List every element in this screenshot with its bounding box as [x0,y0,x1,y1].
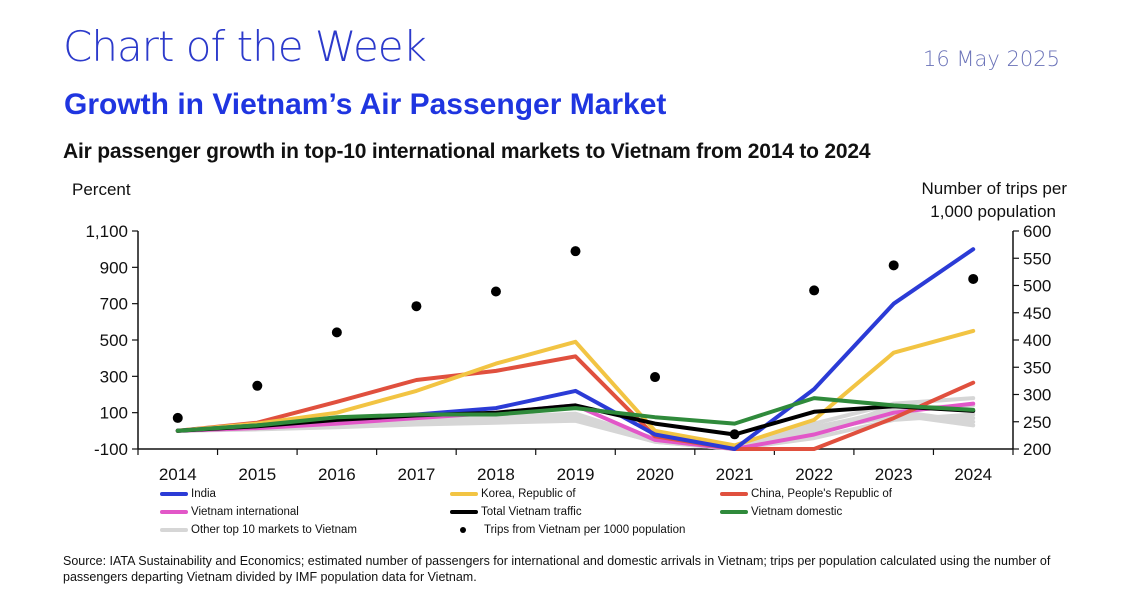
y-tick-label: 500 [100,331,128,350]
legend-line-swatch [160,492,188,496]
x-tick-label: 2022 [795,465,833,484]
x-tick-label: 2020 [636,465,674,484]
series-line-total [175,403,976,437]
legend-line-swatch [720,492,748,496]
legend: India Korea, Republic of China, People's R… [160,488,980,544]
x-tick-label: 2016 [318,465,356,484]
x-tick-label: 2018 [477,465,515,484]
chart-title: Air passenger growth in top-10 internati… [63,140,871,163]
legend-label: Korea, Republic of [481,488,576,500]
legend-item-china: China, People's Republic of [720,488,892,500]
series-line-china [175,354,976,451]
x-tick-label: 2017 [397,465,435,484]
headline: Growth in Vietnam’s Air Passenger Market [64,88,667,121]
x-tick-label: 2021 [716,465,754,484]
trips-dot [968,273,979,284]
legend-item-dots: Trips from Vietnam per 1000 population [450,524,685,536]
y-axis-label: Percent [72,180,131,199]
trips-dot [570,246,581,257]
y2-tick-label: 500 [1023,277,1051,296]
x-tick-label: 2015 [238,465,276,484]
series-line-domestic [175,396,976,433]
trips-dot [411,301,422,312]
legend-label: Trips from Vietnam per 1000 population [484,524,686,536]
y-tick-label: -100 [94,440,128,459]
trips-dot [888,260,899,271]
legend-item-domestic: Vietnam domestic [720,506,842,518]
legend-line-swatch [160,528,188,532]
legend-label: India [191,488,216,500]
y-tick-label: 300 [100,367,128,386]
y2-tick-label: 250 [1023,413,1051,432]
y-tick-label: 1,100 [85,222,128,241]
legend-line-swatch [720,510,748,514]
legend-line-swatch [450,492,478,496]
y2-tick-label: 600 [1023,222,1051,241]
legend-label: China, People's Republic of [751,488,892,500]
y2-tick-label: 450 [1023,304,1051,323]
y2-axis-label-line2: 1,000 population [930,202,1056,221]
trips-dot [650,372,661,383]
series-line-korea [175,328,976,448]
y2-tick-label: 350 [1023,358,1051,377]
x-tick-label: 2024 [954,465,992,484]
main-series-group [175,247,976,451]
legend-dot-marker [460,527,466,533]
y-tick-label: 700 [100,295,128,314]
legend-line-swatch [450,510,478,514]
axes: 1,100 900 700 500 300 100 -100 600 550 500 450 400 3… [85,222,1051,484]
trips-dot [490,286,501,297]
y2-tick-label: 400 [1023,331,1051,350]
publication-date: 16 May 2025 [923,47,1060,71]
y2-tick-label: 300 [1023,386,1051,405]
legend-item-india: India [160,488,216,500]
source-note: Source: IATA Sustainability and Economic… [63,554,1051,584]
legend-label: Vietnam international [191,506,299,518]
legend-line-swatch [160,510,188,514]
y2-tick-label: 550 [1023,249,1051,268]
legend-label: Vietnam domestic [751,506,843,518]
trips-dot [331,327,342,338]
trips-dot [252,380,263,391]
legend-item-other: Other top 10 markets to Vietnam [160,524,357,536]
trips-dot [729,429,740,440]
legend-item-vietnam-international: Vietnam international [160,506,299,518]
y2-tick-label: 200 [1023,440,1051,459]
trips-dot [172,412,183,423]
trips-dot [809,285,820,296]
legend-label: Total Vietnam traffic [481,506,582,518]
legend-item-total: Total Vietnam traffic [450,506,582,518]
trips-dots-group [172,246,979,440]
legend-item-korea: Korea, Republic of [450,488,576,500]
kicker-title: Chart of the Week [63,22,427,71]
x-tick-label: 2014 [159,465,197,484]
y2-axis-label-line1: Number of trips per [922,179,1068,198]
y-tick-label: 100 [100,404,128,423]
x-tick-label: 2019 [557,465,595,484]
x-tick-label: 2023 [875,465,913,484]
legend-label: Other top 10 markets to Vietnam [191,524,357,536]
y-tick-label: 900 [100,258,128,277]
